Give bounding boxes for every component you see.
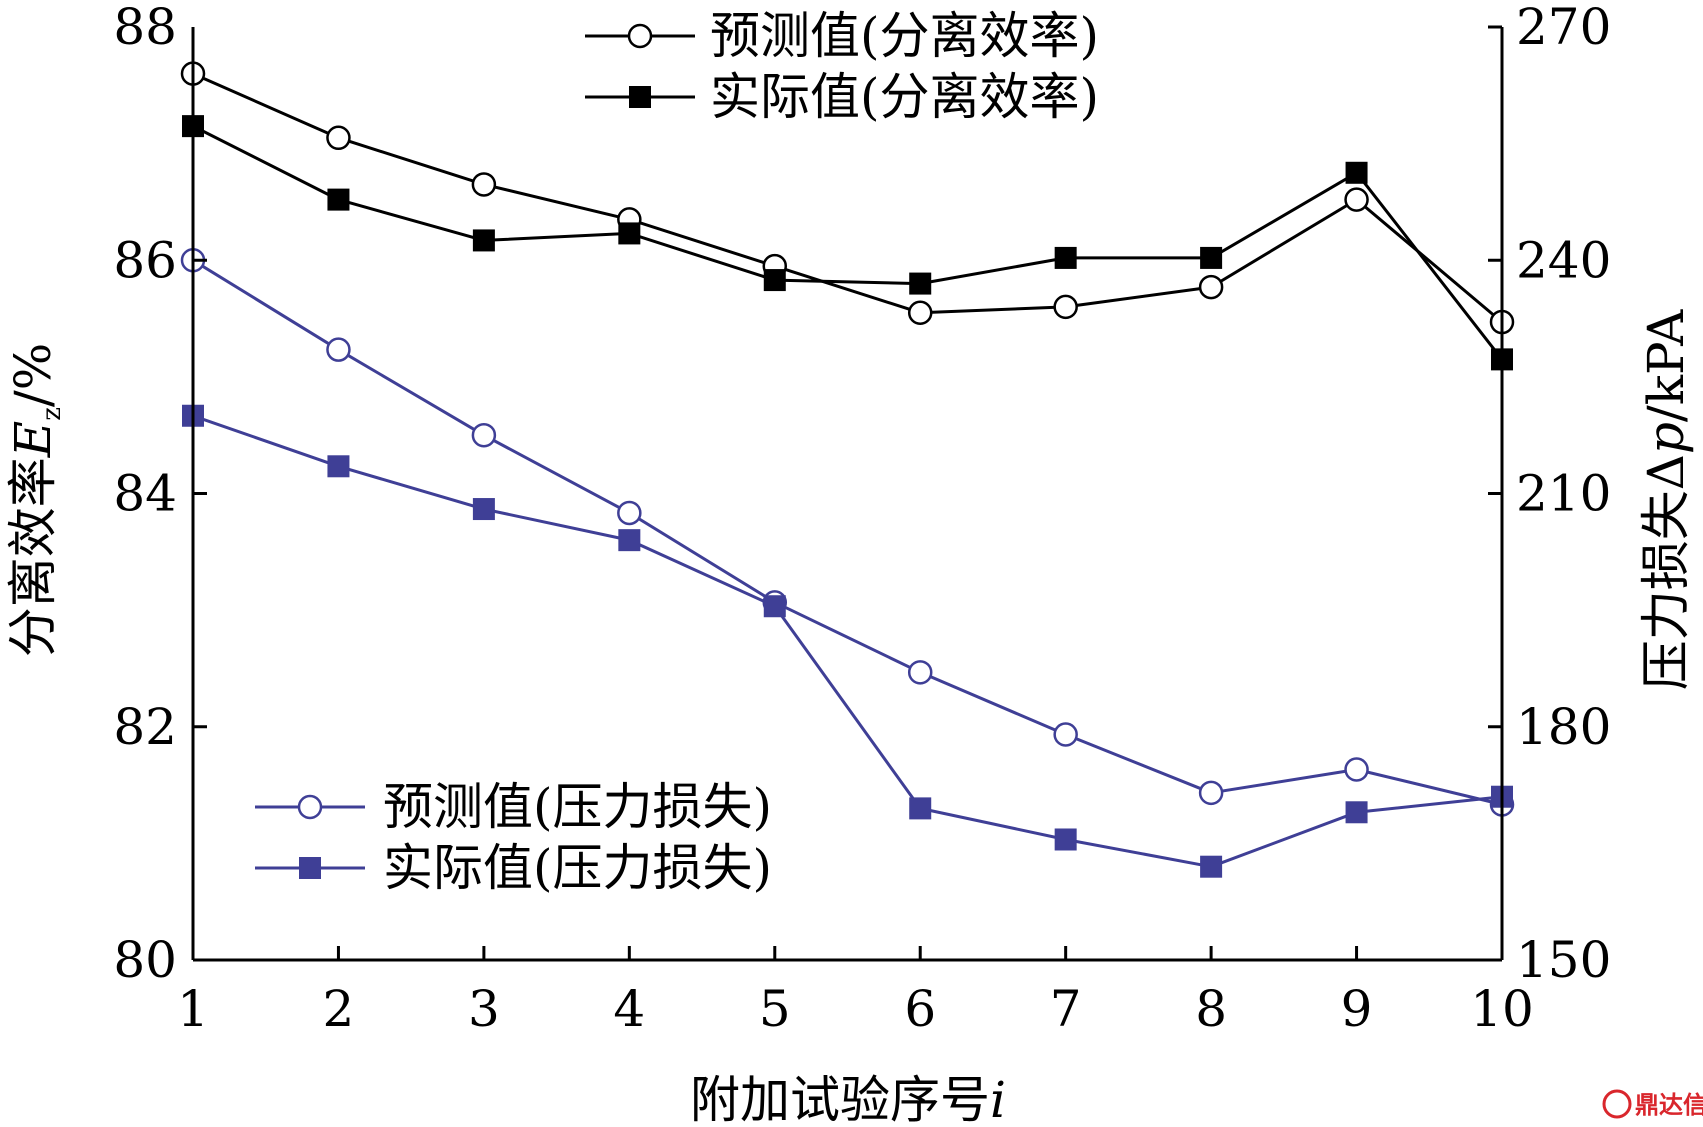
data-point [618, 529, 641, 552]
left-tick-label: 88 [113, 0, 177, 56]
data-point [327, 455, 350, 478]
x-tick-label: 6 [904, 980, 936, 1038]
data-point [1054, 246, 1077, 269]
legend-bottom: 预测值(压力损失) 实际值(压力损失) [255, 778, 772, 897]
data-point [1054, 828, 1077, 851]
legend-bottom-entry-actual: 实际值(压力损失) [255, 839, 772, 897]
data-point [763, 269, 786, 292]
x-tick-label: 4 [613, 980, 645, 1038]
right-ticks: 150 180 210 240 270 [1488, 0, 1611, 989]
x-tick-label: 9 [1341, 980, 1373, 1038]
left-axis-title: 分离效率Ez/% [4, 343, 67, 658]
legend-top: 预测值(分离效率) 实际值(分离效率) [585, 7, 1099, 126]
legend-top-label-predicted: 预测值(分离效率) [710, 7, 1099, 65]
data-point [617, 500, 642, 526]
series-3-line [192, 259, 1503, 806]
data-point [471, 422, 497, 448]
series-4-line [192, 414, 1503, 869]
left-tick-label: 84 [113, 465, 177, 523]
data-point [1344, 187, 1369, 212]
data-point [472, 229, 495, 252]
x-tick-label: 7 [1050, 980, 1082, 1038]
data-point [907, 300, 933, 325]
series-3 [180, 248, 1515, 817]
data-point [1345, 801, 1368, 824]
legend-top-circle-marker [627, 23, 653, 49]
series-1-line [192, 72, 1503, 324]
series-2 [182, 115, 1513, 371]
x-tick-label: 10 [1470, 980, 1534, 1038]
data-point [471, 172, 497, 197]
right-tick-label: 210 [1516, 465, 1611, 523]
right-tick-label: 240 [1516, 231, 1611, 289]
legend-top-square-marker [629, 86, 651, 108]
data-point [1345, 161, 1368, 184]
x-tick-label: 3 [468, 980, 500, 1038]
x-tick-label: 1 [177, 980, 209, 1038]
data-point [1198, 274, 1224, 300]
series-4 [182, 404, 1513, 878]
series-layer [180, 61, 1515, 878]
legend-bottom-entry-predicted: 预测值(压力损失) [255, 778, 772, 836]
data-point [326, 125, 351, 151]
data-point [327, 188, 350, 211]
data-point [1198, 780, 1224, 806]
watermark-text: 鼎达信 [1635, 1091, 1703, 1119]
legend-bottom-label-actual: 实际值(压力损失) [383, 839, 772, 897]
right-tick-label: 180 [1516, 698, 1611, 756]
left-tick-label: 80 [113, 931, 177, 989]
legend-top-entry-actual: 实际值(分离效率) [585, 68, 1099, 126]
data-point [1344, 757, 1369, 782]
x-axis-title: 附加试验序号i [690, 1071, 1006, 1127]
series-2-line [192, 124, 1504, 361]
right-tick-label: 270 [1516, 0, 1611, 56]
x-tick-label: 8 [1195, 980, 1227, 1038]
data-point [909, 797, 932, 820]
data-point [472, 498, 495, 521]
data-point [326, 337, 351, 362]
legend-top-entry-predicted: 预测值(分离效率) [585, 7, 1099, 65]
right-axis-title: 压力损失Δp/kPA [1637, 309, 1695, 690]
data-point [1200, 855, 1223, 878]
legend-top-label-actual: 实际值(分离效率) [710, 68, 1099, 126]
data-point [618, 222, 641, 245]
left-ticks: 80 82 84 86 88 [113, 0, 207, 989]
data-point [1200, 246, 1223, 269]
watermark-logo-icon [1602, 1089, 1632, 1119]
x-tick-label: 2 [323, 980, 355, 1038]
watermark-logo: 鼎达信 [1602, 1089, 1703, 1119]
data-point [1053, 722, 1078, 747]
right-tick-label: 150 [1516, 931, 1611, 989]
x-ticks: 1 2 3 4 5 6 7 8 9 10 [177, 946, 1534, 1038]
legend-bottom-square-marker [299, 857, 321, 879]
data-point [1053, 294, 1078, 320]
legend-bottom-circle-marker [297, 794, 323, 820]
x-tick-label: 5 [759, 980, 791, 1038]
data-point [907, 660, 933, 685]
data-point [909, 272, 932, 295]
left-tick-label: 82 [113, 698, 177, 756]
legend-bottom-label-predicted: 预测值(压力损失) [383, 778, 772, 836]
data-point [763, 595, 786, 618]
left-tick-label: 86 [113, 231, 177, 289]
